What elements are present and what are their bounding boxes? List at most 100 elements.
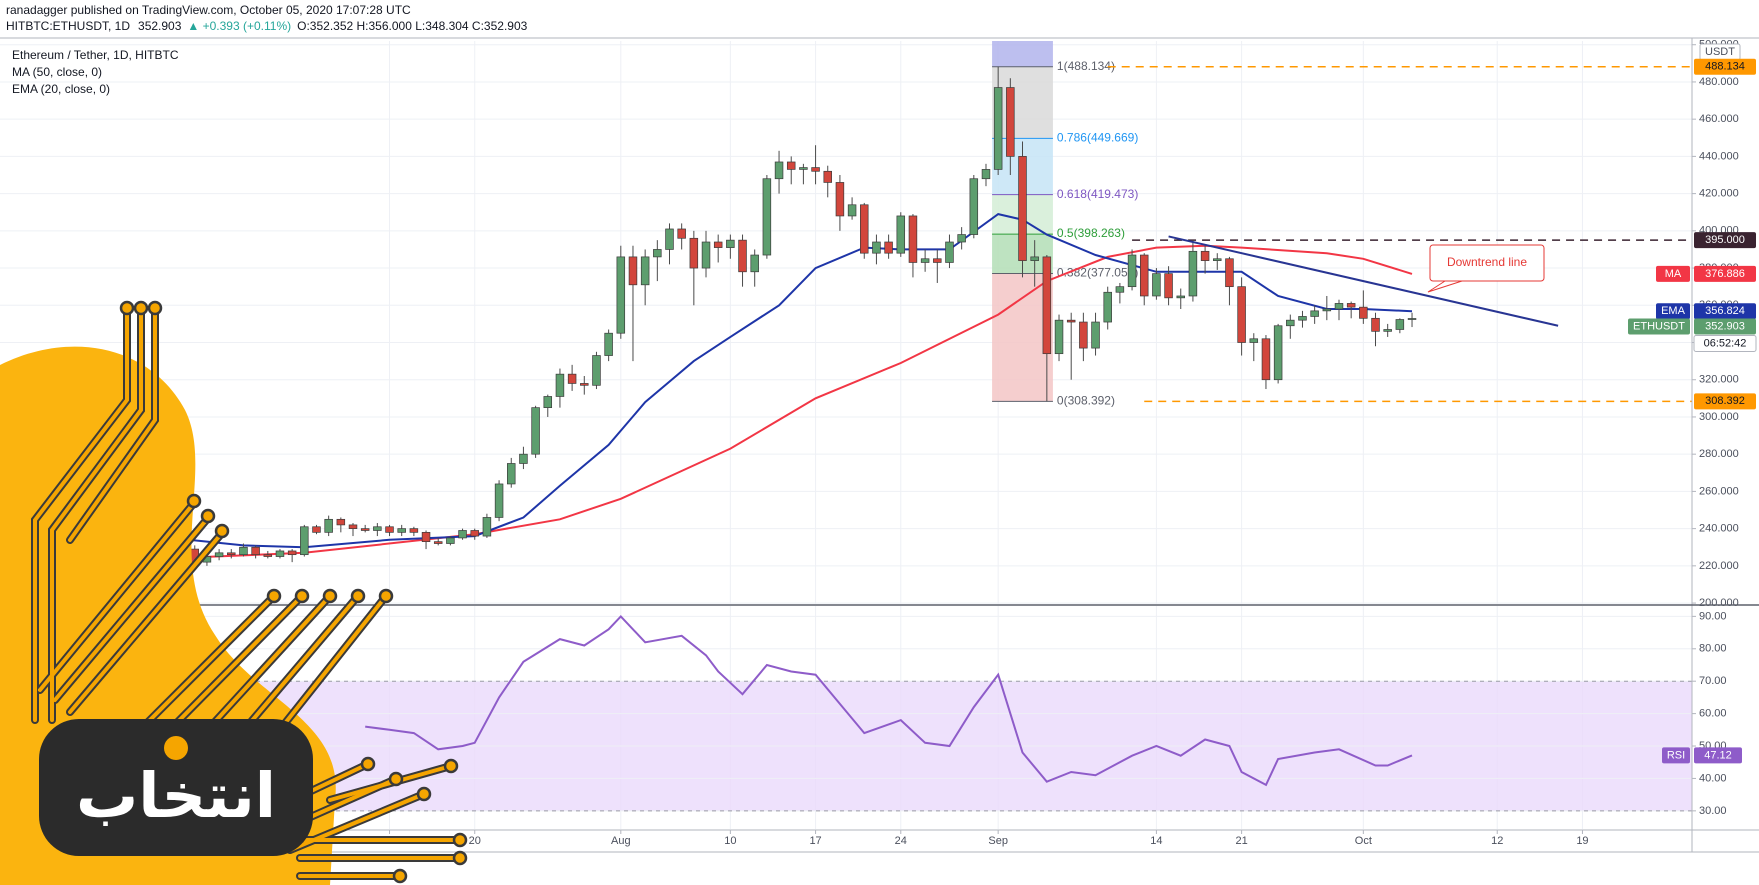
candle-body bbox=[750, 254, 759, 273]
candle-body bbox=[1200, 250, 1210, 261]
candle-body bbox=[774, 161, 784, 180]
candle-body bbox=[397, 528, 406, 533]
candle-body bbox=[957, 234, 966, 243]
candle-body bbox=[860, 204, 869, 254]
candle-body bbox=[1334, 303, 1344, 310]
series-last-value-bg bbox=[1694, 265, 1756, 282]
candle-body bbox=[701, 241, 711, 269]
circuit-nodes bbox=[119, 300, 468, 884]
fib-label: 0.5(398.263) bbox=[1057, 226, 1125, 240]
rsi-last-value: 47.12 bbox=[1704, 749, 1732, 761]
annotation-pointer bbox=[1427, 280, 1463, 293]
last-price: 352.903 bbox=[138, 19, 182, 33]
candle-body bbox=[1261, 338, 1271, 381]
candle-body bbox=[1091, 321, 1100, 349]
rsi-line bbox=[365, 614, 1413, 787]
candle-body bbox=[920, 258, 930, 263]
candle-body bbox=[287, 550, 297, 556]
candle-body bbox=[360, 528, 370, 531]
y-tick-label: 220.000 bbox=[1699, 560, 1739, 572]
logo-coin bbox=[164, 736, 188, 760]
series-last-value: 356.824 bbox=[1705, 305, 1745, 317]
publisher-line: ranadagger published on TradingView.com,… bbox=[6, 3, 411, 17]
y-tick-label: 280.000 bbox=[1699, 448, 1739, 460]
currency-label: USDT bbox=[1705, 46, 1735, 58]
candle-body bbox=[713, 241, 723, 248]
rsi-tag-bg bbox=[1662, 747, 1690, 764]
logo-text: انتخاب bbox=[76, 759, 276, 832]
candle-body bbox=[884, 241, 893, 254]
candle-body bbox=[908, 215, 918, 263]
y-tick-label: 40.00 bbox=[1699, 772, 1727, 784]
candle-body bbox=[1164, 273, 1173, 299]
candle-body bbox=[227, 552, 236, 556]
x-tick-label: 21 bbox=[1235, 835, 1247, 847]
series-tag-bg bbox=[1656, 265, 1690, 282]
x-tick-label: 19 bbox=[1576, 835, 1588, 847]
last-price-tag-bg bbox=[1694, 318, 1756, 335]
level-price-tag-bg bbox=[1694, 232, 1756, 249]
candle-body bbox=[446, 537, 455, 544]
candle-body bbox=[616, 256, 626, 334]
candle-body bbox=[872, 241, 881, 254]
candle-body bbox=[823, 170, 832, 183]
candle-body bbox=[519, 453, 528, 464]
candle-body bbox=[1225, 258, 1234, 288]
candle-body bbox=[1237, 286, 1246, 343]
y-tick-label: 70.00 bbox=[1699, 675, 1727, 687]
y-tick-label: 80.00 bbox=[1699, 643, 1727, 655]
y-tick-label: 240.000 bbox=[1699, 523, 1739, 535]
annotation-text: Downtrend line bbox=[1447, 255, 1527, 269]
x-tick-label: 17 bbox=[809, 835, 821, 847]
candle-body bbox=[1103, 291, 1112, 323]
candle-body bbox=[1066, 319, 1076, 323]
candle-body bbox=[677, 228, 686, 239]
y-tick-label: 300.000 bbox=[1699, 411, 1739, 423]
level-price-tag: 488.134 bbox=[1705, 61, 1745, 73]
symbol-line: HITBTC:ETHUSDT, 1D 352.903 ▲ +0.393 (+0.11… bbox=[6, 19, 528, 33]
y-tick-label: 90.00 bbox=[1699, 610, 1727, 622]
x-tick-label: 20 bbox=[469, 835, 481, 847]
legend-ema: EMA (20, close, 0) bbox=[12, 82, 110, 96]
level-price-tag-bg bbox=[1694, 393, 1756, 410]
candle-body bbox=[1042, 256, 1052, 355]
fib-label: 0.786(449.669) bbox=[1057, 131, 1138, 145]
candle-body bbox=[945, 241, 954, 263]
candle-body bbox=[1152, 273, 1161, 297]
candle-body bbox=[799, 167, 808, 170]
candle-body bbox=[507, 463, 516, 485]
candle-body bbox=[640, 256, 650, 286]
candle-body bbox=[580, 383, 589, 386]
logo-badge bbox=[39, 719, 313, 856]
symbol: HITBTC:ETHUSDT, 1D bbox=[6, 19, 130, 33]
chart-title: Ethereum / Tether, 1D, HITBTC bbox=[12, 48, 179, 62]
candle-body bbox=[1127, 254, 1137, 288]
fib-label: 0(308.392) bbox=[1057, 394, 1115, 408]
candle-body bbox=[1298, 316, 1307, 321]
symbol-tag: ETHUSDT bbox=[1633, 320, 1685, 332]
candle-body bbox=[263, 554, 273, 557]
level-price-tag: 308.392 bbox=[1705, 395, 1745, 407]
series-last-value-bg bbox=[1694, 303, 1756, 320]
fib-label: 0.618(419.473) bbox=[1057, 187, 1138, 201]
candle-body bbox=[421, 531, 431, 543]
candle-body bbox=[251, 546, 260, 556]
candle-body bbox=[1018, 156, 1027, 261]
candle-body bbox=[1273, 325, 1283, 381]
candle-body bbox=[433, 541, 443, 544]
series-last-value: 376.886 bbox=[1705, 268, 1745, 280]
candle-body bbox=[1286, 319, 1295, 327]
candle-body bbox=[458, 530, 467, 539]
candle-body bbox=[835, 182, 845, 217]
x-tick-label: 14 bbox=[1150, 835, 1162, 847]
y-tick-label: 440.000 bbox=[1699, 150, 1739, 162]
candle-body bbox=[239, 546, 248, 556]
candle-body bbox=[665, 228, 674, 250]
candle-body bbox=[689, 237, 699, 269]
candle-body bbox=[969, 178, 979, 235]
candle-body bbox=[1359, 306, 1368, 319]
candle-body bbox=[653, 249, 662, 258]
candle-body bbox=[1310, 310, 1319, 317]
